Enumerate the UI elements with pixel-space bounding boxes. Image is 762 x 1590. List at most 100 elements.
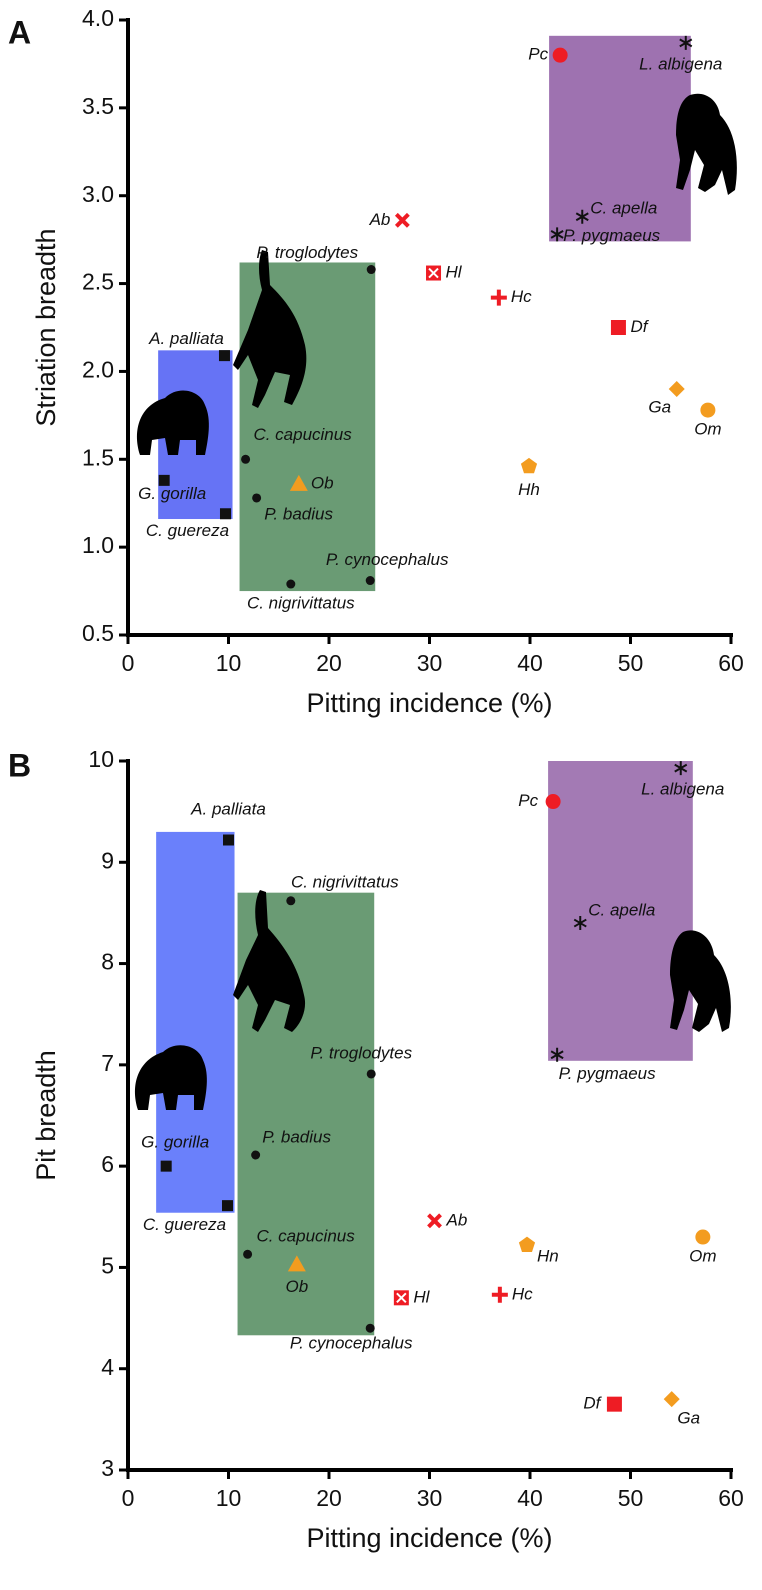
marker [158,474,170,486]
marker [365,1323,375,1333]
point-label: G. gorilla [141,1133,209,1152]
point-label: P. cynocephalus [326,550,449,569]
marker [223,834,234,846]
y-tick-label: 4.0 [82,5,114,31]
point-label: P. pygmaeus [559,1064,657,1083]
point-label: C. capucinus [253,425,352,444]
x-tick-label: 30 [417,1485,443,1511]
y-tick-label: 3.5 [82,93,114,119]
point-label: Ob [311,473,334,492]
y-tick-label: 10 [88,746,114,772]
y-tick-label: 8 [101,949,114,975]
marker [668,381,685,397]
orangutan-silhouette [670,930,731,1032]
marker [366,265,376,275]
marker [518,1236,536,1253]
x-tick-label: 10 [216,1485,242,1511]
x-tick-label: 60 [718,1485,744,1511]
point-label: Hl [446,263,463,282]
x-tick-label: 20 [316,650,342,676]
point-label: A. palliata [148,329,224,348]
point-label: P. badius [262,1127,331,1146]
point-label: C. apella [590,198,657,217]
point-label: Om [689,1247,716,1266]
panel-letter: A [8,14,31,50]
x-tick-label: 50 [618,1485,644,1511]
point-label: Df [630,317,649,336]
y-tick-label: 4 [101,1354,114,1380]
y-tick-label: 1.5 [82,444,114,470]
marker [550,227,564,242]
point-label: L. albigena [641,780,724,799]
panel-letter: B [8,747,31,783]
marker [218,350,230,362]
point-label: L. albigena [639,54,722,73]
marker [575,209,589,224]
range-region [549,35,691,242]
y-tick-label: 2.5 [82,269,114,295]
x-tick-label: 20 [316,1485,342,1511]
marker-cross [396,1292,407,1304]
marker [427,1213,442,1229]
range-region [156,831,235,1213]
marker [663,1391,680,1408]
marker-cross [428,267,439,279]
chimp-silhouette [233,250,307,408]
x-tick-label: 60 [718,650,744,676]
point-label: P. badius [264,504,333,523]
y-tick-label: 3.0 [82,181,114,207]
marker [573,916,587,931]
point-label: P. troglodytes [310,1043,412,1062]
point-label: A. palliata [190,799,266,818]
marker [426,265,442,281]
marker [695,1229,711,1245]
point-label: C. apella [588,901,655,920]
point-label: P. pygmaeus [563,226,661,245]
marker [287,1255,306,1272]
point-label: Ga [648,397,671,416]
point-label: C. guereza [146,521,229,540]
y-tick-label: 3 [101,1455,114,1481]
point-label: G. gorilla [138,484,206,503]
x-tick-label: 10 [216,650,242,676]
point-label: Ab [369,210,391,229]
point-label: C. nigrivittatus [247,594,355,613]
point-label: Hl [413,1287,430,1306]
y-tick-label: 6 [101,1151,114,1177]
x-tick-label: 40 [517,1485,543,1511]
marker [251,1150,261,1160]
marker [243,1249,253,1259]
marker [219,508,231,520]
y-tick-label: 5 [101,1253,114,1279]
marker [286,896,296,906]
x-axis-label: Pitting incidence (%) [306,688,552,718]
x-axis-label: Pitting incidence (%) [306,1523,552,1553]
panel-overlay: B 3 4 5 6 7 8 9 10 0 10 20 30 40 50 60 Pitting incidence… [8,746,744,1553]
y-tick-label: 2.0 [82,357,114,383]
y-axis-label: Striation breadth [31,228,61,426]
marker [286,579,296,589]
point-label: Ob [285,1277,308,1296]
marker [365,576,375,586]
orangutan-silhouette [676,93,737,195]
marker [366,1069,376,1079]
point-label: Pc [518,791,538,810]
marker [252,493,262,503]
point-label: C. guereza [143,1215,226,1234]
marker [490,289,507,306]
marker [160,1160,172,1172]
point-label: P. troglodytes [256,243,358,262]
marker [393,1290,409,1306]
marker [674,761,688,776]
point-label: Df [583,1394,602,1413]
marker [545,794,561,810]
point-label: P. cynocephalus [290,1334,413,1353]
marker [610,320,626,335]
y-tick-label: 7 [101,1050,114,1076]
marker [552,47,568,63]
marker [491,1286,508,1303]
point-label: C. nigrivittatus [291,872,399,891]
point-label: Ga [677,1409,700,1428]
y-tick-label: 9 [101,847,114,873]
